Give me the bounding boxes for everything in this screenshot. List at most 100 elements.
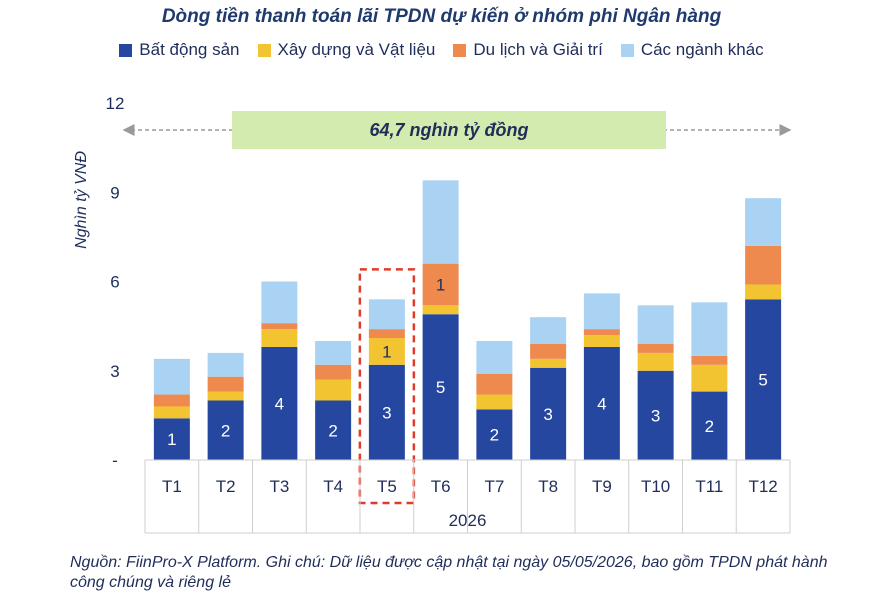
- bar-segment: [368, 329, 405, 339]
- legend-label: Du lịch và Giải trí: [473, 40, 603, 59]
- legend-item: Du lịch và Giải trí: [453, 40, 603, 60]
- annotation-box: [232, 111, 666, 149]
- bar-segment: [530, 367, 567, 460]
- chart-title: Dòng tiền thanh toán lãi TPDN dự kiến ở …: [161, 6, 722, 27]
- bar-segment: [691, 391, 728, 460]
- data-label: 2: [705, 417, 714, 436]
- bar-segment: [315, 364, 352, 380]
- legend-label: Các ngành khác: [640, 40, 764, 59]
- x-tick-label: T12: [748, 477, 777, 496]
- y-tick-label: 12: [106, 94, 125, 113]
- x-tick-label: T10: [641, 477, 670, 496]
- bars: 1 2 4 2 3 1 5 1 2 3 4 3 2 5: [153, 180, 782, 505]
- legend-item: Xây dựng và Vật liệu: [257, 40, 436, 60]
- bar-segment: [583, 329, 620, 336]
- bar-segment: [315, 400, 352, 460]
- data-label: 3: [382, 403, 391, 422]
- data-label: 2: [490, 426, 499, 445]
- bar-segment: [476, 409, 513, 460]
- data-label: 4: [275, 394, 284, 413]
- bar-segment: [745, 245, 782, 285]
- bar-segment: [530, 343, 567, 359]
- highlight-box: [358, 268, 416, 505]
- x-tick-label: T8: [538, 477, 558, 496]
- y-axis-label: Nghìn tỷ VNĐ: [73, 151, 90, 249]
- bar-segment: [207, 352, 244, 377]
- bar-segment: [207, 400, 244, 460]
- y-tick-label: 6: [110, 273, 119, 292]
- bar-segment: [207, 391, 244, 401]
- data-label: 5: [758, 371, 767, 390]
- bar-segment: [153, 418, 190, 460]
- legend-swatch: [620, 43, 634, 57]
- y-tick-label: 9: [110, 183, 119, 202]
- bar-segment: [261, 323, 298, 330]
- bar-segment: [422, 180, 459, 264]
- bar-segment: [315, 341, 352, 365]
- bar-segment: [315, 379, 352, 401]
- bar-segment: [691, 302, 728, 356]
- bar-segment: [691, 364, 728, 392]
- data-label: 3: [651, 406, 660, 425]
- y-tick-label: -: [112, 451, 118, 470]
- footnote: Nguồn: FiinPro-X Platform. Ghi chú: Dữ l…: [70, 553, 850, 593]
- x-tick-label: T6: [431, 477, 451, 496]
- x-tick-label: T3: [269, 477, 289, 496]
- legend-item: Các ngành khác: [620, 40, 764, 60]
- bar-segment: [153, 394, 190, 407]
- y-tick-label: 3: [110, 362, 119, 381]
- bar-segment: [637, 352, 674, 371]
- legend-label: Bất động sản: [139, 40, 240, 59]
- bar-segment: [368, 299, 405, 330]
- data-label: 3: [543, 405, 552, 424]
- chart-legend: Bất động sản Xây dựng và Vật liệu Du lịch …: [0, 40, 883, 60]
- annotation-text: 64,7 nghìn tỷ đồng: [369, 120, 528, 140]
- data-label: 1: [436, 275, 445, 294]
- x-axis: T1 T2 T3 T4 T5 T6 T7 T8 T9 T10 T11 T12 2026: [144, 459, 791, 534]
- x-tick-label: T11: [695, 477, 723, 496]
- bar-segment: [261, 329, 298, 347]
- x-tick-label: T9: [592, 477, 612, 496]
- bar-segment: [530, 358, 567, 368]
- bar-segment: [368, 364, 405, 460]
- bar-segment: [476, 373, 513, 395]
- bar-segment: [153, 406, 190, 419]
- total-annotation: 64,7 nghìn tỷ đồng: [122, 111, 792, 149]
- data-label: 4: [597, 394, 606, 413]
- bar-segment: [637, 370, 674, 460]
- legend-swatch: [453, 43, 467, 57]
- bar-segment: [261, 281, 298, 324]
- x-tick-label: T1: [162, 477, 182, 496]
- bar-segment: [261, 346, 298, 460]
- bar-segment: [422, 263, 459, 306]
- data-label: 1: [382, 342, 391, 361]
- bar-segment: [745, 299, 782, 460]
- x-tick-label: T2: [216, 477, 236, 496]
- source-text: FiinPro-X Platform.: [121, 554, 262, 571]
- data-label: 2: [328, 421, 337, 440]
- bar-segment: [422, 314, 459, 460]
- source-label: Nguồn:: [70, 554, 122, 571]
- bar-segment: [637, 305, 674, 344]
- bar-segment: [476, 394, 513, 410]
- bar-segment: [153, 358, 190, 395]
- bar-segment: [745, 198, 782, 246]
- legend-swatch: [257, 43, 271, 57]
- bar-segment: [583, 293, 620, 330]
- bar-segment: [530, 317, 567, 344]
- note-text: Dữ liệu được cập nhật tại ngày 05/05/202…: [70, 554, 828, 591]
- x-tick-label: T4: [323, 477, 343, 496]
- data-label: 5: [436, 378, 445, 397]
- bar-segment: [207, 376, 244, 392]
- bar-segment: [368, 338, 405, 365]
- bar-segment: [583, 335, 620, 347]
- legend-label: Xây dựng và Vật liệu: [277, 40, 436, 59]
- bar-segment: [422, 305, 459, 315]
- x-axis-label: 2026: [449, 511, 487, 530]
- legend-item: Bất động sản: [119, 40, 240, 60]
- x-tick-label: T7: [484, 477, 504, 496]
- note-label: Ghi chú:: [261, 554, 326, 571]
- bar-segment: [745, 284, 782, 300]
- bar-segment: [637, 343, 674, 353]
